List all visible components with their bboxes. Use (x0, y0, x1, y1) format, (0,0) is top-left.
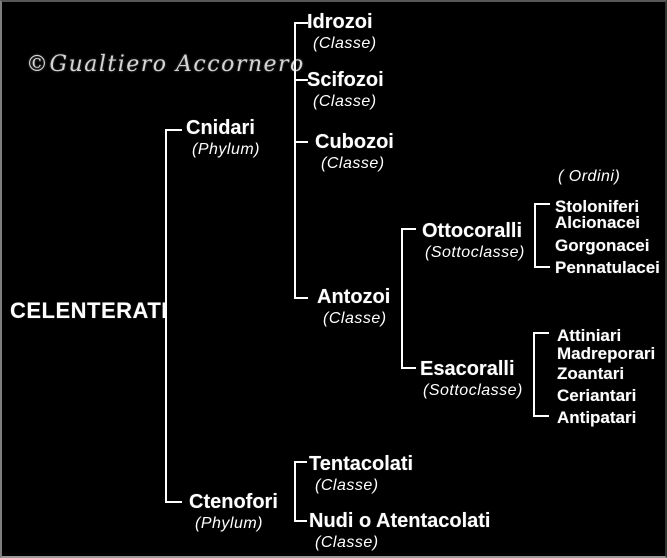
order-item-stoloniferi: Stoloniferi (555, 197, 640, 216)
order-item-ceriantari: Ceriantari (557, 386, 637, 405)
node-tentacolati: Tentacolati (Classe) (309, 453, 413, 495)
node-ctenofori: Ctenofori (Phylum) (189, 491, 278, 533)
copyright-watermark: ©Gualtiero Accornero (26, 52, 305, 77)
bracket-cnidari-stub-scifozoi (294, 79, 308, 81)
bracket-esacoralli-stub-bottom (533, 415, 549, 417)
node-esacoralli-rank: (Sottoclasse) (423, 382, 523, 399)
order-item-attiniari: Attiniari (557, 326, 622, 345)
bracket-ottocoralli-vline (534, 203, 536, 268)
order-item-alcionacei: Alcionacei (555, 213, 641, 232)
node-nudi-o-atentacolati-rank: (Classe) (315, 534, 379, 551)
order-item-pennatulacei: Pennatulacei (555, 258, 660, 277)
bracket-esacoralli-stub-top (533, 332, 549, 334)
node-esacoralli-name: Esacoralli (420, 358, 515, 380)
bracket-antozoi-vline (401, 228, 403, 369)
node-tentacolati-name: Tentacolati (309, 453, 414, 475)
bracket-ctenofori-stub-tentacolati (294, 461, 307, 463)
node-cubozoi-rank: (Classe) (321, 155, 385, 172)
node-cubozoi: Cubozoi (Classe) (315, 131, 394, 173)
node-ctenofori-name: Ctenofori (189, 491, 278, 513)
node-nudi-o-atentacolati-name: Nudi o Atentacolati (309, 510, 491, 532)
node-idrozoi-name: Idrozoi (307, 11, 373, 33)
bracket-root-stub-cnidari (165, 129, 182, 131)
bracket-ctenofori-vline (294, 461, 296, 522)
bracket-ottocoralli-stub-bottom (534, 266, 550, 268)
node-ottocoralli-name: Ottocoralli (422, 220, 523, 242)
node-ottocoralli: Ottocoralli (Sottoclasse) (422, 220, 525, 262)
node-idrozoi: Idrozoi (Classe) (307, 11, 377, 53)
order-item-antipatari: Antipatari (557, 408, 637, 427)
node-scifozoi-name: Scifozoi (307, 69, 384, 91)
bracket-cnidari-stub-antozoi (294, 297, 308, 299)
node-cnidari: Cnidari (Phylum) (186, 117, 260, 159)
bracket-ctenofori-stub-nudi (294, 520, 307, 522)
node-antozoi: Antozoi (Classe) (317, 286, 390, 328)
node-scifozoi: Scifozoi (Classe) (307, 69, 384, 111)
bracket-cnidari-vline (294, 22, 296, 299)
node-tentacolati-rank: (Classe) (315, 477, 379, 494)
bracket-cnidari-stub-idrozoi (294, 22, 308, 24)
node-antozoi-name: Antozoi (317, 286, 391, 308)
node-esacoralli: Esacoralli (Sottoclasse) (420, 358, 523, 400)
node-nudi-o-atentacolati: Nudi o Atentacolati (Classe) (309, 510, 490, 552)
order-item-gorgonacei: Gorgonacei (555, 236, 650, 255)
node-celenterati: CELENTERATI (10, 298, 168, 323)
bracket-root-stub-ctenofori (165, 501, 182, 503)
node-scifozoi-rank: (Classe) (313, 93, 377, 110)
order-item-madreporari: Madreporari (557, 344, 656, 363)
node-idrozoi-rank: (Classe) (313, 35, 377, 52)
order-item-zoantari: Zoantari (557, 364, 625, 383)
bracket-antozoi-stub-esacoralli (401, 367, 416, 369)
ordini-header-label: ( Ordini) (558, 168, 621, 185)
node-ottocoralli-rank: (Sottoclasse) (425, 244, 525, 261)
node-cnidari-rank: (Phylum) (192, 141, 261, 158)
bracket-antozoi-stub-ottocoralli (401, 228, 416, 230)
bracket-esacoralli-vline (533, 332, 535, 417)
node-cubozoi-name: Cubozoi (315, 131, 394, 153)
node-antozoi-rank: (Classe) (323, 310, 387, 327)
node-cnidari-name: Cnidari (186, 117, 255, 139)
node-ctenofori-rank: (Phylum) (195, 515, 264, 532)
bracket-cnidari-stub-cubozoi (294, 141, 308, 143)
bracket-root-vline (165, 129, 167, 503)
bracket-ottocoralli-stub-top (534, 203, 550, 205)
